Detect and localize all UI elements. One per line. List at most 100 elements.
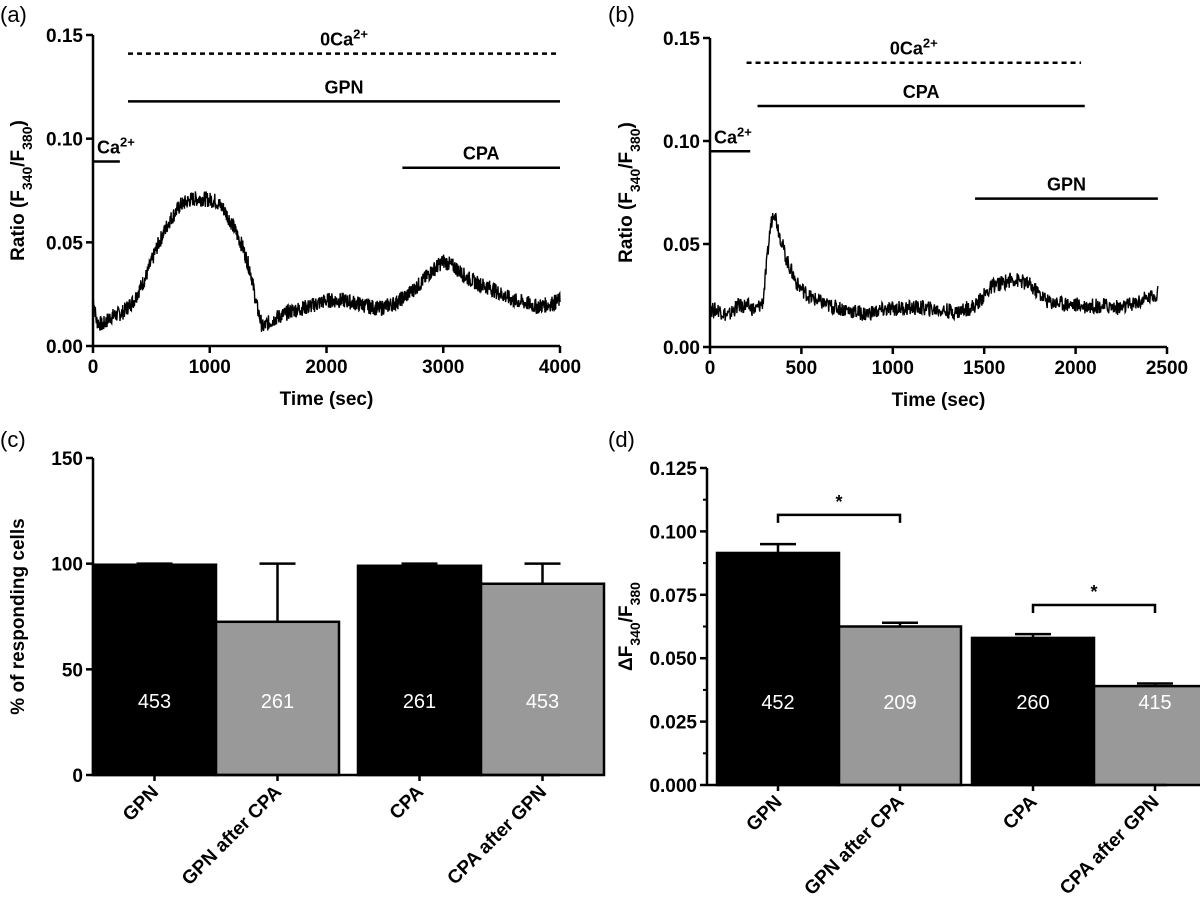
x-tick-label: 1500 — [963, 358, 1005, 379]
y-tick-label: 0.100 — [649, 522, 697, 543]
x-tick-label: 2000 — [1054, 358, 1096, 379]
treatment-label: GPN — [1047, 175, 1086, 195]
calcium-trace-line — [709, 212, 1159, 322]
category-label: CPA — [999, 791, 1041, 833]
category-label: GPN after CPA — [801, 791, 909, 899]
bar-count-label: 415 — [1138, 692, 1171, 714]
treatment-label-sup: 2+ — [923, 35, 938, 50]
x-tick-label: 0 — [705, 358, 716, 379]
x-axis-title: Time (sec) — [892, 390, 986, 411]
treatment-label-text: 0Ca — [320, 30, 354, 50]
category-label: CPA — [386, 781, 428, 823]
y-tick-label: 0.10 — [663, 132, 700, 153]
panel-label: (d) — [608, 427, 635, 452]
category-label: GPN — [743, 792, 787, 836]
treatment-label-text: GPN — [325, 77, 364, 97]
treatment-label: Ca2+ — [97, 134, 135, 158]
bar-cpa — [970, 636, 1096, 787]
x-tick-label: 2000 — [305, 357, 347, 378]
bar-cpa — [356, 564, 483, 777]
x-tick-label: 500 — [786, 358, 818, 379]
treatment-label-text: Ca — [97, 137, 121, 157]
y-axis-title-part: ΔF — [616, 646, 637, 671]
y-axis-title: ΔF340/F380 — [616, 582, 643, 671]
bar-gpn — [715, 551, 841, 787]
bar-count-label: 260 — [1016, 692, 1049, 714]
y-axis-title-part: 380 — [19, 126, 35, 150]
y-axis-title-part: Ratio (F — [616, 192, 637, 263]
treatment-label: 0Ca2+ — [890, 35, 938, 59]
y-tick-label: 0.025 — [649, 713, 697, 734]
significance-asterisk: * — [835, 492, 842, 512]
significance-bracket — [1031, 603, 1157, 613]
treatment-label-sup: 2+ — [353, 26, 368, 41]
treatment-label-text: GPN — [1047, 175, 1086, 195]
bar-gpn — [91, 563, 218, 777]
y-tick-label: 0.10 — [46, 130, 83, 151]
bar-count-label: 452 — [761, 692, 794, 714]
bar-count-label: 453 — [138, 691, 171, 713]
y-axis-title-part: /F — [616, 152, 637, 169]
x-tick-label: 3000 — [422, 357, 464, 378]
y-tick-label: 100 — [51, 555, 83, 576]
x-tick-label: 0 — [88, 357, 99, 378]
y-axis-title-part: /F — [616, 605, 637, 622]
y-tick-label: 0.15 — [663, 29, 700, 50]
panel-label: (b) — [608, 2, 635, 27]
panel-label: (a) — [0, 2, 27, 27]
y-tick-label: 0.00 — [663, 338, 700, 359]
y-tick-label: 0.125 — [649, 459, 697, 480]
y-axis-title-part: 380 — [627, 128, 643, 152]
x-tick-label: 4000 — [539, 357, 581, 378]
x-axis-title: Time (sec) — [280, 389, 374, 410]
y-tick-label: 0.05 — [663, 235, 700, 256]
y-tick-label: 50 — [62, 660, 83, 681]
treatment-label-text: CPA — [463, 144, 500, 164]
y-axis-title: Ratio (F340/F380) — [616, 122, 643, 263]
y-axis-title-part: /F — [8, 150, 29, 167]
panel-d: (d) 0.000 0.025 0.050 0.075 0.100 0.125 452 GPN 2… — [608, 427, 1200, 900]
y-tick-label: 0 — [72, 766, 83, 787]
y-axis-title-part: 380 — [627, 582, 643, 606]
category-label: CPA after GPN — [1056, 792, 1163, 899]
x-tick-label: 1000 — [872, 358, 914, 379]
x-tick-label: 2500 — [1146, 358, 1188, 379]
bar-count-label: 209 — [883, 692, 916, 714]
x-tick-label: 1000 — [189, 357, 231, 378]
bar-count-label: 261 — [261, 691, 294, 713]
treatment-label: CPA — [463, 144, 500, 164]
y-tick-label: 0.05 — [46, 233, 83, 254]
bar-count-label: 453 — [526, 691, 559, 713]
y-axis-title: % of responding cells — [8, 518, 29, 714]
y-axis-title-part: Ratio (F — [8, 190, 29, 261]
y-axis-title-part: ) — [8, 120, 29, 126]
treatment-label-sup: 2+ — [120, 134, 135, 149]
y-axis-title: Ratio (F340/F380) — [8, 120, 35, 261]
y-axis-title-part: 340 — [19, 167, 35, 191]
bar-count-label: 261 — [403, 691, 436, 713]
y-tick-label: 0.050 — [649, 649, 697, 670]
y-tick-label: 0.075 — [649, 586, 697, 607]
y-tick-label: 0.000 — [649, 776, 697, 797]
y-axis-title-part: ) — [616, 122, 637, 128]
treatment-label: Ca2+ — [714, 124, 752, 148]
significance-asterisk: * — [1090, 582, 1097, 602]
panel-c: (c) 0 50 100 150 453 GPN 261 GPN after CPA 261 CPA… — [0, 427, 606, 890]
treatment-label-text: Ca — [714, 127, 738, 147]
treatment-label: CPA — [903, 82, 940, 102]
panel-b: (b) 0.00 0.05 0.10 0.15 0 500 1000 1500 2000 2500 T… — [608, 2, 1188, 411]
category-label: GPN after CPA — [178, 781, 286, 889]
significance-bracket — [776, 513, 902, 523]
treatment-label-text: CPA — [903, 82, 940, 102]
y-tick-label: 0.15 — [46, 26, 83, 47]
bar-cpa-after-gpn — [479, 582, 606, 777]
treatment-label-text: 0Ca — [890, 39, 924, 59]
treatment-label: 0Ca2+ — [320, 26, 368, 50]
panel-a: (a) 0.00 0.05 0.10 0.15 0 1000 2000 3000 4000 Time… — [0, 2, 581, 410]
y-tick-label: 150 — [51, 449, 83, 470]
category-label: GPN — [119, 782, 163, 826]
y-axis-title-part: 340 — [627, 169, 643, 193]
panel-label: (c) — [0, 427, 26, 452]
treatment-label: GPN — [325, 77, 364, 97]
